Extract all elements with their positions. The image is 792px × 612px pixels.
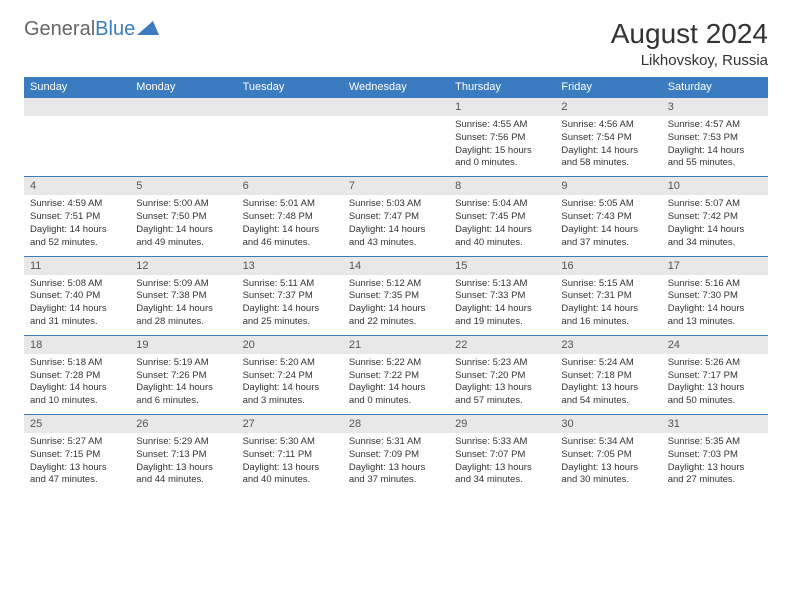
day-number: 7 <box>343 177 449 196</box>
logo-text-general: General <box>24 18 95 41</box>
day-cell: Sunrise: 5:35 AMSunset: 7:03 PMDaylight:… <box>662 433 768 493</box>
week-1-num-row: 45678910 <box>24 177 768 196</box>
week-0-detail-row: Sunrise: 4:55 AMSunset: 7:56 PMDaylight:… <box>24 116 768 177</box>
week-3-num-row: 18192021222324 <box>24 335 768 354</box>
day-number: 23 <box>555 335 661 354</box>
day-number: 29 <box>449 415 555 434</box>
day-number: 8 <box>449 177 555 196</box>
day-number: 13 <box>237 256 343 275</box>
day-header-monday: Monday <box>130 77 236 98</box>
day-cell: Sunrise: 5:09 AMSunset: 7:38 PMDaylight:… <box>130 275 236 336</box>
day-header-saturday: Saturday <box>662 77 768 98</box>
day-cell: Sunrise: 4:59 AMSunset: 7:51 PMDaylight:… <box>24 195 130 256</box>
week-2-detail-row: Sunrise: 5:08 AMSunset: 7:40 PMDaylight:… <box>24 275 768 336</box>
day-cell <box>237 116 343 177</box>
day-cell: Sunrise: 5:01 AMSunset: 7:48 PMDaylight:… <box>237 195 343 256</box>
logo-triangle-icon <box>137 18 159 41</box>
day-header-row: SundayMondayTuesdayWednesdayThursdayFrid… <box>24 77 768 98</box>
day-number: 18 <box>24 335 130 354</box>
day-cell: Sunrise: 4:57 AMSunset: 7:53 PMDaylight:… <box>662 116 768 177</box>
month-title: August 2024 <box>611 18 768 50</box>
day-cell: Sunrise: 5:31 AMSunset: 7:09 PMDaylight:… <box>343 433 449 493</box>
day-header-sunday: Sunday <box>24 77 130 98</box>
day-cell: Sunrise: 5:26 AMSunset: 7:17 PMDaylight:… <box>662 354 768 415</box>
day-cell: Sunrise: 5:22 AMSunset: 7:22 PMDaylight:… <box>343 354 449 415</box>
day-cell: Sunrise: 5:12 AMSunset: 7:35 PMDaylight:… <box>343 275 449 336</box>
day-cell: Sunrise: 5:23 AMSunset: 7:20 PMDaylight:… <box>449 354 555 415</box>
day-number: 26 <box>130 415 236 434</box>
day-cell: Sunrise: 5:24 AMSunset: 7:18 PMDaylight:… <box>555 354 661 415</box>
day-cell: Sunrise: 5:33 AMSunset: 7:07 PMDaylight:… <box>449 433 555 493</box>
day-cell: Sunrise: 4:55 AMSunset: 7:56 PMDaylight:… <box>449 116 555 177</box>
day-number: 28 <box>343 415 449 434</box>
header: GeneralBlue August 2024 Likhovskoy, Russ… <box>24 18 768 69</box>
day-number <box>237 98 343 117</box>
day-number: 17 <box>662 256 768 275</box>
day-header-friday: Friday <box>555 77 661 98</box>
week-4-detail-row: Sunrise: 5:27 AMSunset: 7:15 PMDaylight:… <box>24 433 768 493</box>
day-number: 25 <box>24 415 130 434</box>
day-number: 4 <box>24 177 130 196</box>
day-cell <box>24 116 130 177</box>
week-2-num-row: 11121314151617 <box>24 256 768 275</box>
day-number: 21 <box>343 335 449 354</box>
day-number: 2 <box>555 98 661 117</box>
day-number: 3 <box>662 98 768 117</box>
day-number: 1 <box>449 98 555 117</box>
day-cell: Sunrise: 5:05 AMSunset: 7:43 PMDaylight:… <box>555 195 661 256</box>
day-cell <box>343 116 449 177</box>
day-cell: Sunrise: 5:16 AMSunset: 7:30 PMDaylight:… <box>662 275 768 336</box>
day-cell: Sunrise: 5:30 AMSunset: 7:11 PMDaylight:… <box>237 433 343 493</box>
day-number: 20 <box>237 335 343 354</box>
day-cell: Sunrise: 5:18 AMSunset: 7:28 PMDaylight:… <box>24 354 130 415</box>
day-number: 19 <box>130 335 236 354</box>
day-number: 11 <box>24 256 130 275</box>
day-number: 22 <box>449 335 555 354</box>
day-number: 10 <box>662 177 768 196</box>
day-cell: Sunrise: 5:08 AMSunset: 7:40 PMDaylight:… <box>24 275 130 336</box>
day-cell: Sunrise: 5:29 AMSunset: 7:13 PMDaylight:… <box>130 433 236 493</box>
day-number: 24 <box>662 335 768 354</box>
day-cell: Sunrise: 5:04 AMSunset: 7:45 PMDaylight:… <box>449 195 555 256</box>
logo: GeneralBlue <box>24 18 159 41</box>
day-cell: Sunrise: 5:07 AMSunset: 7:42 PMDaylight:… <box>662 195 768 256</box>
day-number: 12 <box>130 256 236 275</box>
day-number: 27 <box>237 415 343 434</box>
day-number <box>130 98 236 117</box>
calendar-table: SundayMondayTuesdayWednesdayThursdayFrid… <box>24 77 768 493</box>
day-header-thursday: Thursday <box>449 77 555 98</box>
logo-text-blue: Blue <box>95 18 135 41</box>
day-number: 30 <box>555 415 661 434</box>
day-number: 16 <box>555 256 661 275</box>
day-number <box>24 98 130 117</box>
day-number: 6 <box>237 177 343 196</box>
day-cell: Sunrise: 5:00 AMSunset: 7:50 PMDaylight:… <box>130 195 236 256</box>
day-cell: Sunrise: 5:34 AMSunset: 7:05 PMDaylight:… <box>555 433 661 493</box>
day-number: 31 <box>662 415 768 434</box>
week-0-num-row: 123 <box>24 98 768 117</box>
day-cell <box>130 116 236 177</box>
day-number: 15 <box>449 256 555 275</box>
day-cell: Sunrise: 5:15 AMSunset: 7:31 PMDaylight:… <box>555 275 661 336</box>
week-3-detail-row: Sunrise: 5:18 AMSunset: 7:28 PMDaylight:… <box>24 354 768 415</box>
day-cell: Sunrise: 4:56 AMSunset: 7:54 PMDaylight:… <box>555 116 661 177</box>
day-cell: Sunrise: 5:19 AMSunset: 7:26 PMDaylight:… <box>130 354 236 415</box>
day-number <box>343 98 449 117</box>
week-1-detail-row: Sunrise: 4:59 AMSunset: 7:51 PMDaylight:… <box>24 195 768 256</box>
title-block: August 2024 Likhovskoy, Russia <box>611 18 768 69</box>
day-cell: Sunrise: 5:20 AMSunset: 7:24 PMDaylight:… <box>237 354 343 415</box>
day-number: 9 <box>555 177 661 196</box>
day-number: 5 <box>130 177 236 196</box>
day-header-tuesday: Tuesday <box>237 77 343 98</box>
day-header-wednesday: Wednesday <box>343 77 449 98</box>
day-cell: Sunrise: 5:13 AMSunset: 7:33 PMDaylight:… <box>449 275 555 336</box>
week-4-num-row: 25262728293031 <box>24 415 768 434</box>
day-cell: Sunrise: 5:03 AMSunset: 7:47 PMDaylight:… <box>343 195 449 256</box>
day-number: 14 <box>343 256 449 275</box>
day-cell: Sunrise: 5:11 AMSunset: 7:37 PMDaylight:… <box>237 275 343 336</box>
location: Likhovskoy, Russia <box>611 52 768 69</box>
day-cell: Sunrise: 5:27 AMSunset: 7:15 PMDaylight:… <box>24 433 130 493</box>
